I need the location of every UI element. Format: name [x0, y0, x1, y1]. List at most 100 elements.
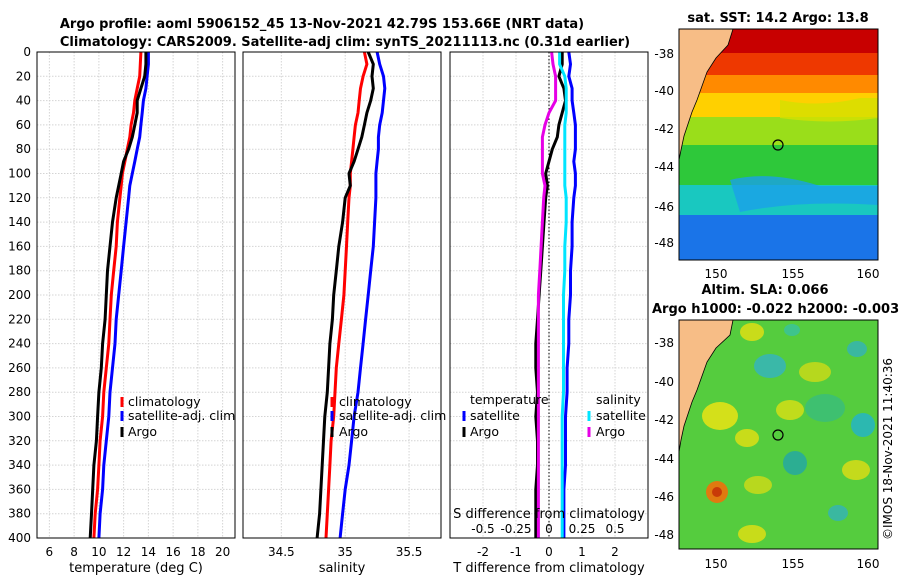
- sst-land: [679, 29, 734, 161]
- t-difference-xlabel: T difference from climatology: [452, 561, 645, 576]
- depth-tick-labels: 0 20 40 60 80 100 120 140 160 180 200 22…: [8, 45, 31, 545]
- imos-watermark: ©IMOS 18-Nov-2021 11:40:36: [881, 358, 895, 540]
- temperature-lines: [88, 51, 150, 539]
- temperature-satellite-line: [97, 52, 150, 539]
- sla-anomaly: [828, 505, 848, 521]
- depth-tick: 400: [8, 531, 31, 545]
- sla-lat-tick: -44: [654, 452, 674, 466]
- sla-lat-tick: -48: [654, 528, 674, 542]
- difference-axes: [449, 51, 649, 539]
- sst-map-frame: [678, 28, 879, 261]
- legend-title-temperature: temperature: [470, 392, 549, 407]
- t-diff-tick: -2: [477, 545, 489, 559]
- t-diff-tick: 2: [611, 545, 619, 559]
- sst-lat-tick: -38: [654, 47, 674, 61]
- legend-label: satellite: [596, 408, 646, 423]
- temperature-tick: 10: [91, 545, 106, 559]
- sla-map: [678, 319, 879, 550]
- legend-label: Argo: [596, 424, 625, 439]
- sla-anomaly: [738, 525, 766, 543]
- sla-anomaly: [851, 413, 875, 437]
- sla-lon-ticks: 150 155 160: [705, 557, 880, 571]
- legend-label: satellite-adj. clim: [128, 408, 235, 423]
- sla-map-frame: [678, 319, 879, 550]
- depth-tick: 100: [8, 167, 31, 181]
- temperature-axes: [36, 51, 236, 539]
- difference-tick-labels: -2 -1 0 1 2: [477, 545, 619, 559]
- s-diff-tick: 0.25: [569, 522, 596, 536]
- difference-grid: [450, 51, 648, 539]
- s-difference-label: S difference from climatology: [453, 507, 645, 522]
- temperature-xlabel: temperature (deg C): [69, 561, 203, 576]
- sla-anomaly: [805, 394, 845, 422]
- salinity-tick-labels: 34.5 35 35.5: [268, 545, 422, 559]
- depth-tick: 60: [16, 118, 31, 132]
- legend-label: satellite: [470, 408, 520, 423]
- s-diff-satellite-line: [558, 52, 568, 538]
- salinity-grid: [243, 51, 441, 539]
- sla-lat-tick: -42: [654, 413, 674, 427]
- sla-map-title-1: Altim. SLA: 0.066: [702, 283, 829, 298]
- salinity-legend: climatology satellite-adj. clim Argo: [330, 394, 446, 439]
- salinity-tick: 35.5: [396, 545, 423, 559]
- sst-lat-tick: -46: [654, 200, 674, 214]
- depth-tick: 340: [8, 458, 31, 472]
- salinity-axes: [242, 51, 442, 539]
- sst-lat-ticks: -38 -40 -42 -44 -46 -48: [654, 47, 674, 250]
- sst-warm-patch: [780, 98, 878, 122]
- sst-argo-location: [772, 139, 784, 151]
- t-diff-satellite-line: [562, 51, 577, 538]
- depth-tick: 320: [8, 434, 31, 448]
- depth-tick: 200: [8, 288, 31, 302]
- s-diff-tick: -0.5: [471, 522, 494, 536]
- sla-lon-tick: 150: [705, 557, 728, 571]
- depth-tick: 180: [8, 264, 31, 278]
- temperature-tick: 16: [165, 545, 180, 559]
- t-diff-tick: -1: [510, 545, 522, 559]
- temperature-tick: 8: [70, 545, 78, 559]
- sla-anomaly: [776, 400, 804, 420]
- salinity-xlabel: salinity: [319, 561, 366, 576]
- sla-lon-tick: 160: [857, 557, 880, 571]
- depth-tick: 380: [8, 507, 31, 521]
- sst-band-yellowgreen: [679, 117, 878, 145]
- sst-lat-tick: -42: [654, 122, 674, 136]
- depth-tick: 20: [16, 69, 31, 83]
- title-line-1: Argo profile: aoml 5906152_45 13-Nov-202…: [60, 17, 584, 32]
- temperature-climatology-line: [92, 51, 143, 539]
- sla-argo-location: [772, 429, 784, 441]
- sst-cool-patch: [730, 176, 878, 212]
- legend-label: Argo: [470, 424, 499, 439]
- salinity-satellite-line: [338, 51, 387, 539]
- depth-tick: 80: [16, 142, 31, 156]
- sst-map-title: sat. SST: 14.2 Argo: 13.8: [687, 11, 868, 26]
- depth-tick: 40: [16, 94, 31, 108]
- sst-band-warm: [679, 53, 878, 75]
- sla-anomaly: [784, 324, 800, 336]
- s-diff-tick-labels: -0.5 -0.25 0 0.25 0.5: [471, 522, 624, 536]
- sla-land: [679, 320, 734, 453]
- depth-tick: 160: [8, 239, 31, 253]
- sst-lon-tick: 150: [705, 267, 728, 281]
- sst-lon-tick: 160: [857, 267, 880, 281]
- depth-tick: 220: [8, 312, 31, 326]
- temperature-grid: [37, 51, 235, 539]
- sla-lat-tick: -46: [654, 490, 674, 504]
- sst-lat-tick: -44: [654, 160, 674, 174]
- sla-anomaly: [842, 460, 870, 480]
- sst-lat-tick: -48: [654, 236, 674, 250]
- sla-lon-tick: 155: [782, 557, 805, 571]
- s-diff-tick: 0.5: [605, 522, 624, 536]
- sla-anomaly: [702, 402, 738, 430]
- sst-lon-tick: 155: [782, 267, 805, 281]
- sst-band-orange: [679, 75, 878, 93]
- sla-lat-tick: -38: [654, 336, 674, 350]
- sla-map-title-2: Argo h1000: -0.022 h2000: -0.003: [652, 302, 899, 317]
- s-diff-argo-line: [536, 51, 558, 538]
- temperature-tick: 14: [141, 545, 156, 559]
- depth-tick: 0: [23, 45, 31, 59]
- sla-anomaly: [744, 476, 772, 494]
- legend-label: Argo: [128, 424, 157, 439]
